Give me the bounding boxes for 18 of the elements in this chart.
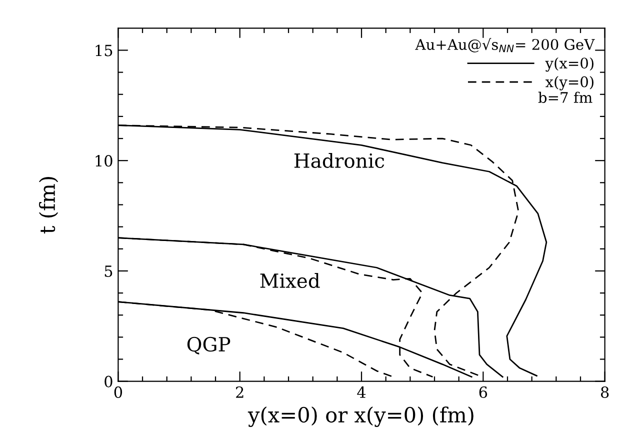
x-tick-label: 2: [236, 386, 244, 398]
legend-label: y(x=0): [545, 57, 594, 72]
y-axis-title: t (fm): [38, 177, 58, 234]
x-tick-label: 6: [479, 386, 488, 398]
y-tick-label: 10: [96, 155, 112, 167]
annotation: QGP: [187, 336, 230, 354]
x-tick-label: 8: [600, 386, 609, 398]
x-tick-label: 0: [114, 386, 122, 398]
y-tick-label: 15: [96, 44, 112, 56]
annotation: b=7 fm: [538, 92, 592, 104]
x-tick-label: 4: [357, 386, 366, 398]
y-tick-label: 5: [104, 266, 112, 277]
annotation: Mixed: [260, 273, 320, 288]
annotation: Hadronic: [294, 152, 384, 168]
y-tick-label: 0: [104, 376, 112, 388]
legend-label: x(y=0): [545, 76, 594, 90]
x-axis-title: y(x=0) or x(y=0) (fm): [248, 406, 474, 427]
legend-title: Au+Au@√s$_{NN}$= 200 GeV: [415, 38, 595, 52]
